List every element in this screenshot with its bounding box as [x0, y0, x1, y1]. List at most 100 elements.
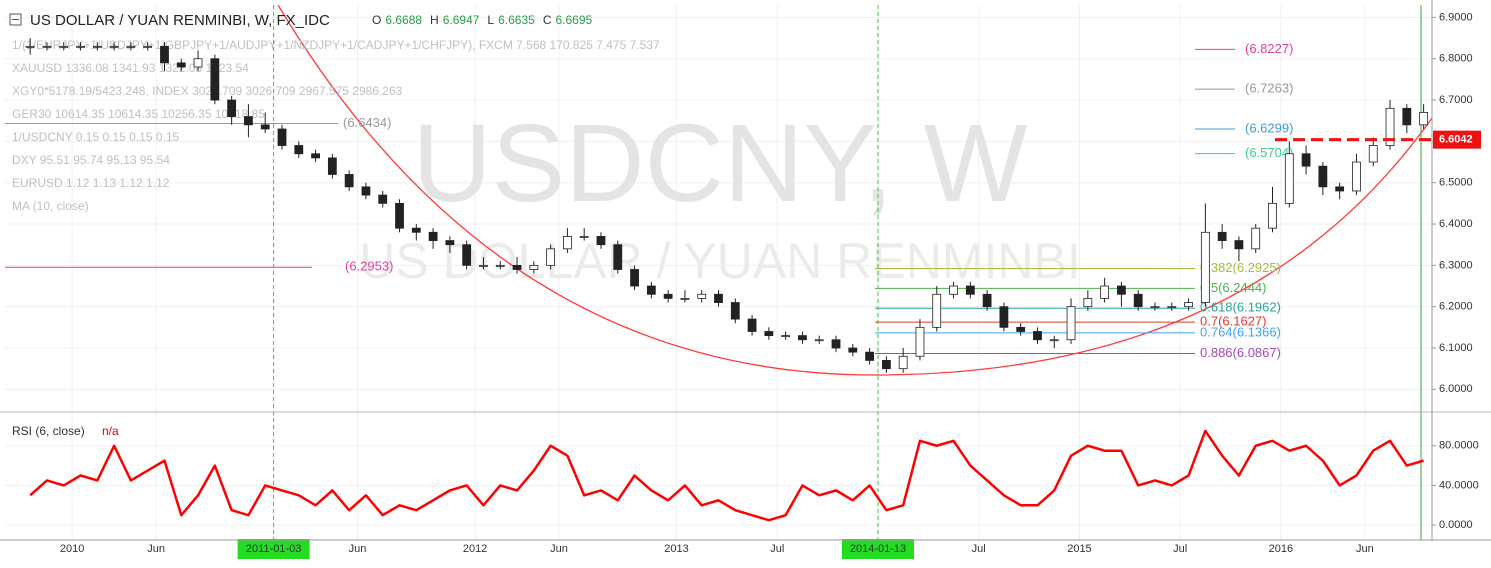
- candle-body: [881, 360, 891, 370]
- candle-body: [865, 351, 874, 361]
- candle-body: [1402, 107, 1412, 126]
- level-label: 0.382(6.2925): [1200, 260, 1281, 275]
- candle-body: [210, 58, 220, 101]
- candle-body: [260, 124, 270, 130]
- candle-body: [160, 45, 169, 64]
- candle-body: [126, 45, 136, 48]
- candle-body: [714, 293, 723, 303]
- candle-body: [730, 302, 740, 320]
- candle-body: [411, 227, 421, 233]
- candle-body: [462, 244, 472, 266]
- candle-body: [428, 231, 438, 241]
- y-tick-label: 6.5000: [1439, 177, 1473, 189]
- candle-body: [965, 285, 975, 295]
- level-label: (6.6434): [343, 115, 391, 130]
- candle-body: [1268, 202, 1277, 229]
- candle-body: [227, 99, 237, 117]
- x-tick-label: 2015: [1067, 543, 1091, 555]
- watermark-symbol: USDCNY, W: [412, 102, 1027, 225]
- ohlc-value: 6.6635: [498, 13, 535, 27]
- candle-body: [59, 45, 69, 48]
- y-tick-label: 6.0000: [1439, 383, 1473, 395]
- x-tick-label: Jun: [147, 543, 165, 555]
- compare-legend-entry: XGY0*5178.19/5423.248, INDEX 3026.709 30…: [12, 84, 403, 98]
- candle-body: [747, 318, 757, 332]
- candle-body: [42, 45, 52, 48]
- last-price-badge: [1433, 130, 1481, 149]
- y-tick-label: 6.2000: [1439, 301, 1473, 313]
- candle-body: [697, 293, 707, 299]
- candle-body: [982, 293, 992, 308]
- candle-body: [1217, 231, 1227, 241]
- candle-body: [630, 269, 639, 287]
- candle-body: [76, 45, 85, 48]
- compare-legend-entry: EURUSD 1.12 1.13 1.12 1.12: [12, 176, 170, 190]
- y-tick-label: 6.3000: [1439, 259, 1473, 271]
- candle-body: [1368, 145, 1378, 163]
- candle-body: [1184, 302, 1193, 308]
- candle-body: [1150, 306, 1160, 309]
- candle-body: [932, 293, 942, 328]
- rsi-title: RSI (6, close): [12, 424, 85, 438]
- x-tick-label: Jun: [349, 543, 367, 555]
- candle-body: [193, 58, 203, 68]
- y-tick-label: 6.7000: [1439, 94, 1473, 106]
- candle-body: [1133, 293, 1143, 308]
- candle-body: [1016, 326, 1026, 332]
- y-tick-label: 6.1000: [1439, 342, 1473, 354]
- level-label: 0.886(6.0867): [1200, 345, 1281, 360]
- ohlc-label: O: [372, 13, 381, 27]
- compare-legend-entry: DXY 95.51 95.74 95.13 95.54: [12, 153, 170, 167]
- candle-body: [781, 335, 791, 338]
- candle-body: [244, 116, 253, 126]
- compare-legend-entry: MA (10, close): [12, 199, 89, 213]
- candle-body: [1117, 285, 1126, 295]
- compare-legend-entry: GER30 10614.35 10614.35 10256.35 10318.8…: [12, 107, 265, 121]
- last-price-label: 6.6042: [1439, 134, 1473, 146]
- candle-body: [1049, 339, 1059, 342]
- y-tick-label: 40.0000: [1439, 479, 1479, 491]
- level-label: 0.618(6.1962): [1200, 300, 1281, 315]
- candle-body: [1234, 240, 1244, 250]
- chart-title: US DOLLAR / YUAN RENMINBI, W, FX_IDC: [30, 12, 330, 29]
- candle-body: [479, 264, 488, 267]
- candle-body: [680, 298, 690, 300]
- level-label: (6.7263): [1245, 81, 1293, 96]
- level-label: (6.8227): [1245, 41, 1293, 56]
- ohlc-label: L: [487, 13, 494, 27]
- x-tick-label: 2012: [463, 543, 487, 555]
- candle-body: [1251, 227, 1261, 250]
- x-tick-label: Jul: [1173, 543, 1187, 555]
- level-label: (6.5704): [1245, 145, 1293, 160]
- candle-body: [663, 293, 673, 299]
- candle-body: [1335, 186, 1345, 192]
- ohlc-value: 6.6688: [385, 13, 422, 27]
- candle-body: [1419, 112, 1429, 126]
- candle-body: [294, 145, 304, 155]
- ohlc-label: C: [543, 13, 552, 27]
- candle-body: [529, 264, 539, 270]
- candle-body: [1033, 331, 1042, 341]
- y-tick-label: 6.4000: [1439, 218, 1473, 230]
- candle-body: [764, 331, 774, 337]
- level-label: 0.764(6.1366): [1200, 324, 1281, 339]
- watermark-subtitle: US DOLLAR / YUAN RENMINBI: [359, 233, 1080, 289]
- x-tick-label: 2013: [664, 543, 688, 555]
- candle-body: [798, 335, 807, 341]
- candle-body: [327, 157, 337, 175]
- rsi-status: n/a: [102, 424, 119, 438]
- arc-drawing: [277, 4, 1433, 376]
- compare-legend-entry: XAUUSD 1336.08 1341.93 1322.08 1323.54: [12, 61, 249, 75]
- candle-body: [613, 244, 623, 270]
- plot-layer: 1/(1/EURJPY+1/USDJPY+1/GBPJPY+1/AUDJPY+1…: [5, 5, 1481, 559]
- candle-body: [512, 264, 522, 270]
- candle-body: [814, 339, 824, 342]
- level-label: (6.2953): [345, 259, 393, 274]
- candle-body: [546, 248, 556, 266]
- candle-body: [361, 186, 371, 196]
- x-tick-highlight: [237, 539, 310, 559]
- rsi-line: [29, 429, 1424, 522]
- candle-body: [143, 45, 153, 48]
- candle-body: [1200, 231, 1210, 303]
- candle-body: [1301, 153, 1311, 167]
